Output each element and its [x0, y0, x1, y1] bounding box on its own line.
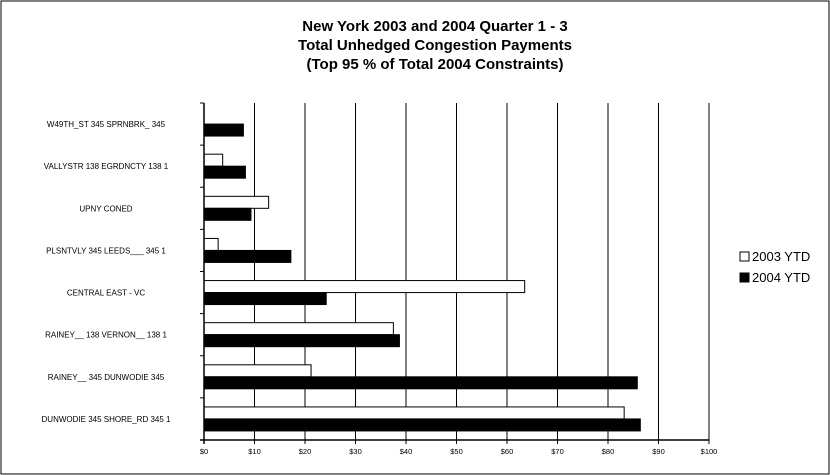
x-tick-label-9: $90: [652, 447, 665, 456]
legend-label-0: 2003 YTD: [752, 249, 810, 264]
legend-swatch-0: [739, 251, 750, 262]
legend-swatch-1: [739, 272, 750, 283]
chart-title-line-3: (Top 95 % of Total 2004 Constraints): [307, 56, 564, 73]
chart-title-line-2: Total Unhedged Congestion Payments: [298, 37, 572, 54]
category-labels: W49TH_ST 345 SPRNBRK_ 345 VALLYSTR 138 EG…: [42, 120, 171, 424]
bar-2003-1: [203, 153, 224, 167]
bar-2003-2: [203, 195, 270, 209]
bar-2004-1: [203, 165, 246, 179]
category-label-7: DUNWODIE 345 SHORE_RD 345 1: [42, 415, 171, 424]
bar-2003-6: [203, 364, 312, 378]
x-tick-label-2: $20: [299, 447, 312, 456]
category-label-6: RAINEY__ 345 DUNWODIE 345: [48, 373, 165, 382]
x-tick-label-5: $50: [450, 447, 463, 456]
legend: 2003 YTD 2004 YTD: [739, 249, 810, 285]
category-label-0: W49TH_ST 345 SPRNBRK_ 345: [47, 120, 166, 129]
x-tick-label-4: $40: [400, 447, 413, 456]
category-label-4: CENTRAL EAST - VC: [67, 289, 145, 298]
category-label-1: VALLYSTR 138 EGRDNCTY 138 1: [44, 162, 169, 171]
category-label-2: UPNY CONED: [79, 204, 132, 213]
legend-label-1: 2004 YTD: [752, 270, 810, 285]
bars: [203, 123, 641, 432]
x-tick-label-1: $10: [248, 447, 261, 456]
category-label-3: PLSNTVLY 345 LEEDS___ 345 1: [46, 246, 166, 255]
bar-2004-0: [203, 123, 244, 137]
x-tick-label-3: $30: [349, 447, 362, 456]
x-tick-label-8: $80: [602, 447, 615, 456]
bar-2004-7: [203, 418, 641, 432]
axes: [200, 102, 710, 444]
x-tick-label-7: $70: [551, 447, 564, 456]
x-tick-label-10: $100: [701, 447, 718, 456]
bar-2004-6: [203, 376, 638, 390]
bar-2004-4: [203, 292, 327, 306]
bar-2004-2: [203, 207, 252, 221]
chart-title: New York 2003 and 2004 Quarter 1 - 3 Tota…: [298, 18, 572, 73]
bar-2004-5: [203, 334, 400, 348]
x-tick-labels: $0 $10 $20 $30 $40 $50 $60 $70 $80 $90 $100: [200, 447, 718, 456]
x-tick-label-0: $0: [200, 447, 208, 456]
bar-2004-3: [203, 249, 292, 263]
chart-title-line-1: New York 2003 and 2004 Quarter 1 - 3: [302, 18, 567, 35]
bar-2003-7: [203, 406, 625, 420]
bar-2003-5: [203, 322, 394, 336]
category-label-5: RAINEY__ 138 VERNON__ 138 1: [45, 331, 167, 340]
bar-2003-4: [203, 280, 526, 294]
bar-2003-3: [203, 237, 219, 251]
x-tick-label-6: $60: [501, 447, 514, 456]
